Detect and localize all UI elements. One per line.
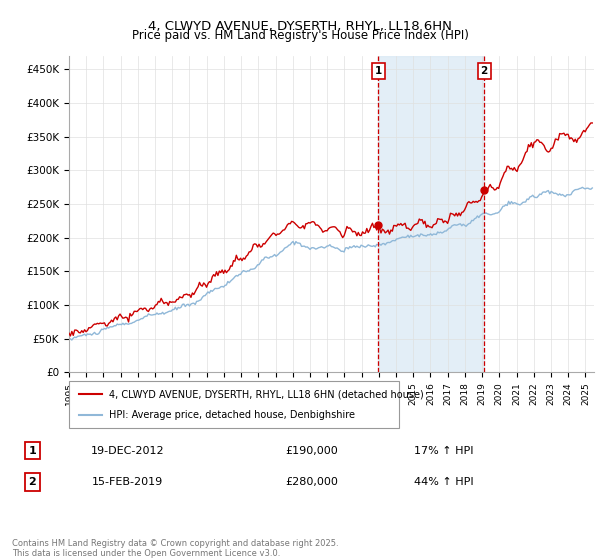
Text: 4, CLWYD AVENUE, DYSERTH, RHYL, LL18 6HN (detached house): 4, CLWYD AVENUE, DYSERTH, RHYL, LL18 6HN… [109,389,424,399]
Text: 17% ↑ HPI: 17% ↑ HPI [414,446,474,456]
Text: 19-DEC-2012: 19-DEC-2012 [91,446,164,456]
Text: 2: 2 [481,66,488,76]
Text: 4, CLWYD AVENUE, DYSERTH, RHYL, LL18 6HN: 4, CLWYD AVENUE, DYSERTH, RHYL, LL18 6HN [148,20,452,32]
Text: 15-FEB-2019: 15-FEB-2019 [92,477,163,487]
Text: £190,000: £190,000 [285,446,338,456]
Text: 44% ↑ HPI: 44% ↑ HPI [414,477,474,487]
Text: 1: 1 [28,446,36,456]
Text: HPI: Average price, detached house, Denbighshire: HPI: Average price, detached house, Denb… [109,410,355,420]
Text: £280,000: £280,000 [285,477,338,487]
Text: 2: 2 [28,477,36,487]
Text: Contains HM Land Registry data © Crown copyright and database right 2025.
This d: Contains HM Land Registry data © Crown c… [12,539,338,558]
FancyBboxPatch shape [69,381,399,428]
Bar [379,56,484,372]
Text: 1: 1 [374,66,382,76]
Text: Price paid vs. HM Land Registry's House Price Index (HPI): Price paid vs. HM Land Registry's House … [131,29,469,42]
